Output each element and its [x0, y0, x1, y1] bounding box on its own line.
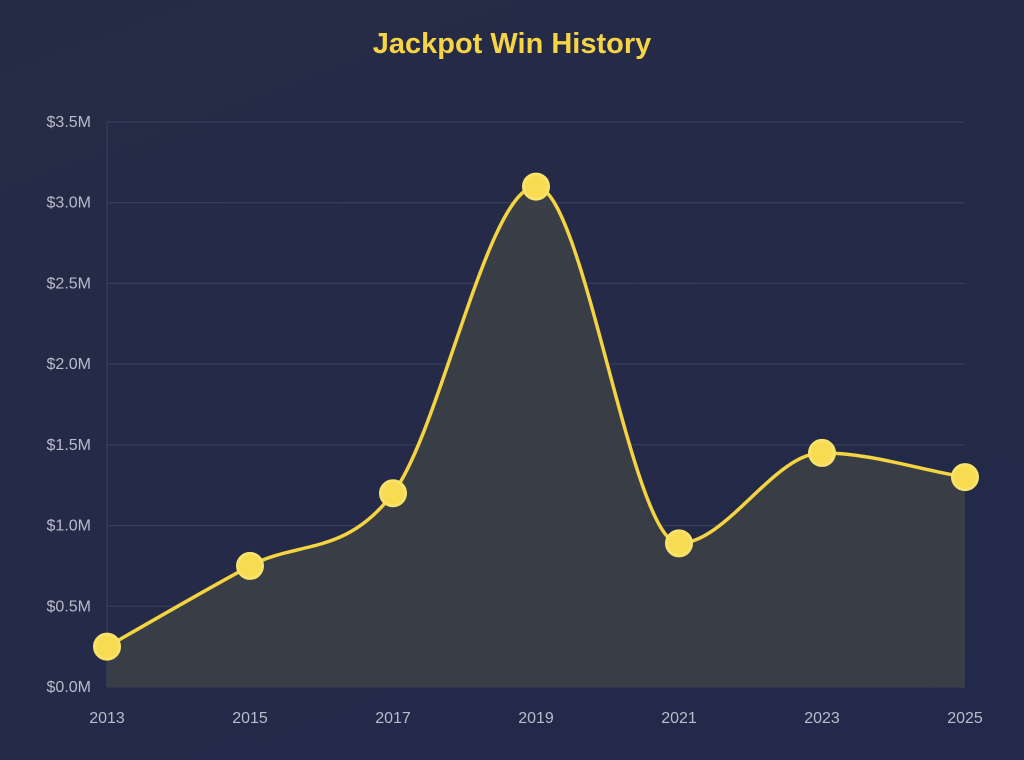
data-point-2017[interactable]	[379, 479, 407, 508]
y-axis-ticks: $0.0M $0.5M $1.0M $1.5M $2.0M $2.5M $3.0M $3.5M	[47, 114, 91, 696]
data-point-2025[interactable]	[951, 463, 979, 492]
y-tick-label: $1.0M	[47, 518, 91, 535]
x-axis-ticks: 2013 2015 2017 2019 2021 2023 2025	[89, 710, 983, 727]
x-tick-label: 2013	[89, 710, 125, 727]
data-point-2015[interactable]	[236, 551, 264, 580]
x-tick-label: 2017	[375, 710, 411, 727]
point-layer	[93, 172, 979, 661]
data-point-2013[interactable]	[93, 632, 121, 661]
y-tick-label: $2.0M	[47, 356, 91, 373]
x-tick-label: 2019	[518, 710, 554, 727]
x-tick-label: 2025	[947, 710, 983, 727]
data-point-2021[interactable]	[665, 529, 693, 558]
data-point-2023[interactable]	[808, 438, 836, 467]
y-tick-label: $3.5M	[47, 114, 91, 131]
y-tick-label: $0.5M	[47, 598, 91, 615]
y-tick-label: $2.5M	[47, 275, 91, 292]
y-tick-label: $0.0M	[47, 679, 91, 696]
chart-title: Jackpot Win History	[372, 28, 652, 60]
x-tick-label: 2021	[661, 710, 697, 727]
x-tick-label: 2015	[232, 710, 268, 727]
data-point-2019[interactable]	[522, 172, 550, 201]
y-tick-label: $3.0M	[47, 195, 91, 212]
series-area	[107, 186, 965, 688]
x-tick-label: 2023	[804, 710, 840, 727]
y-tick-label: $1.5M	[47, 437, 91, 454]
area-layer	[107, 186, 965, 688]
